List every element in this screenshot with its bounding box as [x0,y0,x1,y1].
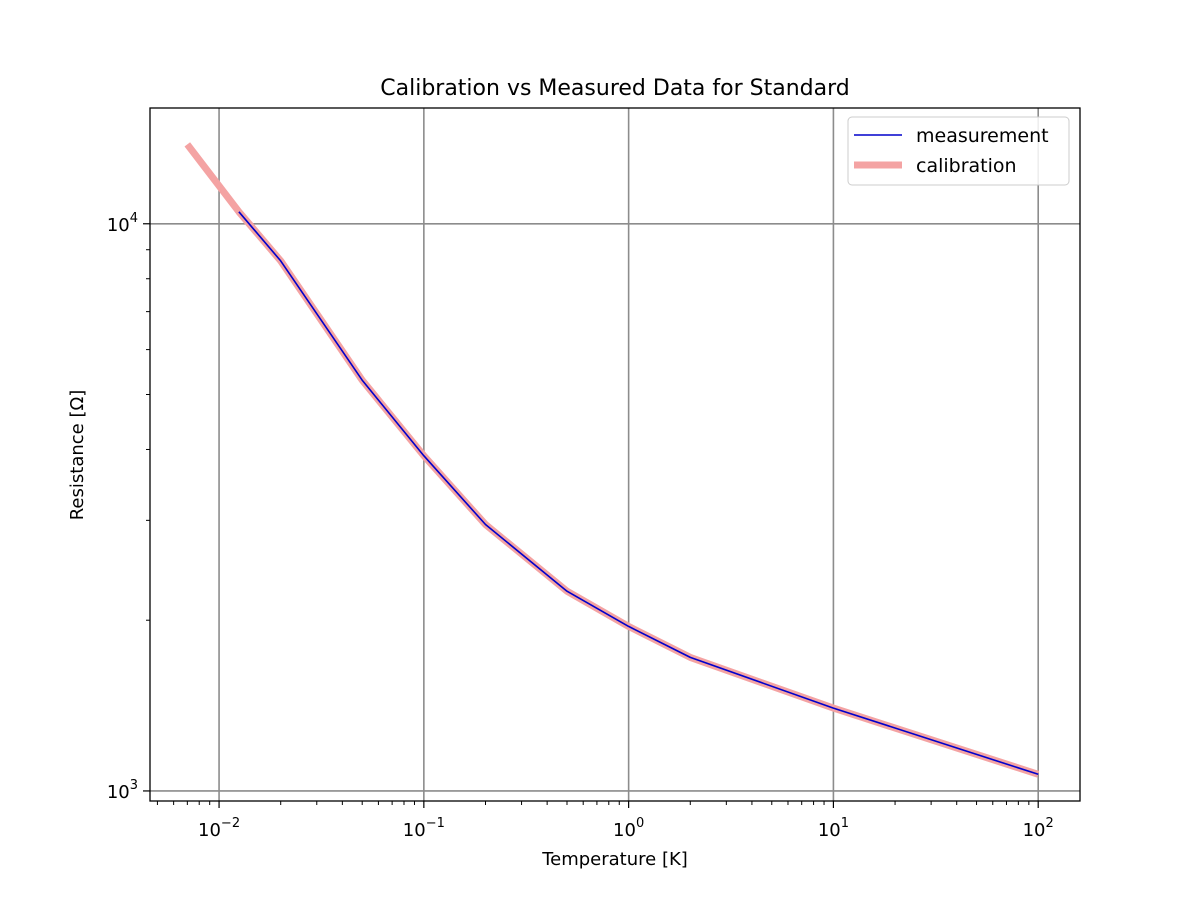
chart-title: Calibration vs Measured Data for Standar… [380,76,849,101]
legend: measurement calibration [847,116,1070,186]
x-tick-label: 10−2 [198,816,240,841]
y-axis-label: Resistance [Ω] [67,390,88,521]
x-tick-label: 10−1 [403,816,445,841]
minor-ticks [146,249,1030,805]
series [184,142,1040,778]
legend-label-measurement: measurement [916,125,1049,147]
y-tick-label: 104 [107,211,138,236]
x-tick-label: 100 [613,816,644,841]
x-tick-label: 101 [818,816,849,841]
y-tick-label: 103 [107,778,138,803]
x-axis-label: Temperature [K] [541,849,688,870]
x-tick-label: 102 [1023,816,1054,841]
legend-box [847,116,1070,186]
legend-label-calibration: calibration [916,155,1017,177]
ticks: 10−2 10−1 100 101 102 103 104 [107,211,1054,841]
plot-frame [149,107,1081,802]
series-line-measurement [238,211,1039,776]
